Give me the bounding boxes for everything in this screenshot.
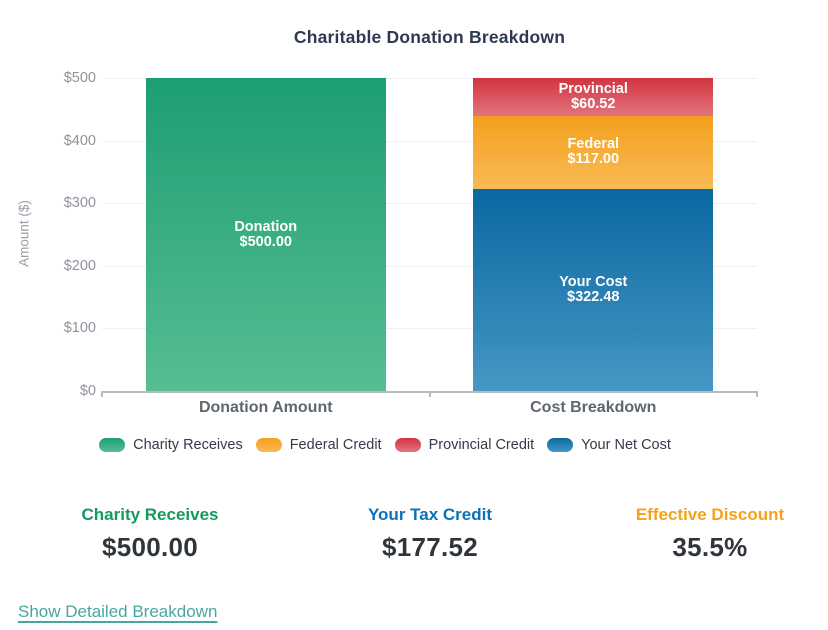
stat-tax-credit: Your Tax Credit $177.52 <box>290 505 570 563</box>
legend-item-your-net-cost[interactable]: Your Net Cost <box>547 437 671 453</box>
stat-label: Your Tax Credit <box>367 505 493 524</box>
x-category-label: Cost Breakdown <box>530 399 657 416</box>
bar-label: Provincial $60.52 <box>558 80 628 112</box>
y-tick-label: $0 <box>79 383 96 399</box>
stat-label: Effective Discount <box>635 505 785 524</box>
gridline <box>102 328 757 330</box>
legend-swatch <box>394 438 421 452</box>
y-tick-label: $500 <box>63 70 96 86</box>
y-tick-label: $300 <box>63 195 96 212</box>
y-tick-label: $200 <box>63 257 96 274</box>
x-category-label: Donation Amount <box>198 399 333 416</box>
y-axis-title: Amount ($) <box>16 200 32 267</box>
gridline <box>102 265 757 267</box>
show-detailed-breakdown-link[interactable]: Show Detailed Breakdown <box>18 602 218 621</box>
bar-label: Your Cost $322.48 <box>559 274 628 306</box>
stat-value: $177.52 <box>381 532 479 562</box>
x-axis-tick <box>101 391 103 397</box>
legend-item-federal-credit[interactable]: Federal Credit <box>255 437 382 453</box>
gridline <box>102 203 757 205</box>
gridline <box>102 78 757 79</box>
y-tick-label: $400 <box>63 132 96 149</box>
legend-swatch <box>547 438 574 452</box>
legend-label: Federal Credit <box>289 437 382 453</box>
chart-title: Charitable Donation Breakdown <box>293 27 566 47</box>
stat-label: Charity Receives <box>81 505 219 524</box>
stat-value: 35.5% <box>672 532 748 562</box>
x-axis-tick <box>428 391 431 397</box>
legend-item-charity-receives[interactable]: Charity Receives <box>99 437 243 453</box>
summary-stats: Charity Receives $500.00 Your Tax Credit… <box>10 505 828 563</box>
bar-segment-charity-receives[interactable]: Donation $500.00 <box>145 78 386 391</box>
y-tick-label: $100 <box>63 320 96 337</box>
gridline <box>102 140 757 142</box>
legend-label: Charity Receives <box>133 437 243 453</box>
bar-label: Federal $117.00 <box>567 136 620 168</box>
bar-segment-your-net-cost[interactable]: Your Cost $322.48 <box>473 189 714 391</box>
x-axis-tick <box>756 391 758 397</box>
legend-label: Provincial Credit <box>428 437 535 453</box>
stat-charity-receives: Charity Receives $500.00 <box>10 505 290 563</box>
stat-effective-discount: Effective Discount 35.5% <box>570 505 828 563</box>
legend-swatch <box>99 438 126 452</box>
bar-segment-provincial-credit[interactable]: Provincial $60.52 <box>473 78 714 116</box>
bar-label: Donation $500.00 <box>234 218 298 250</box>
stat-value: $500.00 <box>101 532 199 562</box>
legend-swatch <box>255 438 282 452</box>
legend-item-provincial-credit[interactable]: Provincial Credit <box>394 437 535 453</box>
legend-label: Your Net Cost <box>581 437 671 453</box>
bar-segment-federal-credit[interactable]: Federal $117.00 <box>473 115 714 190</box>
chart-legend: Charity Receives Federal Credit Provincial… <box>0 434 770 456</box>
